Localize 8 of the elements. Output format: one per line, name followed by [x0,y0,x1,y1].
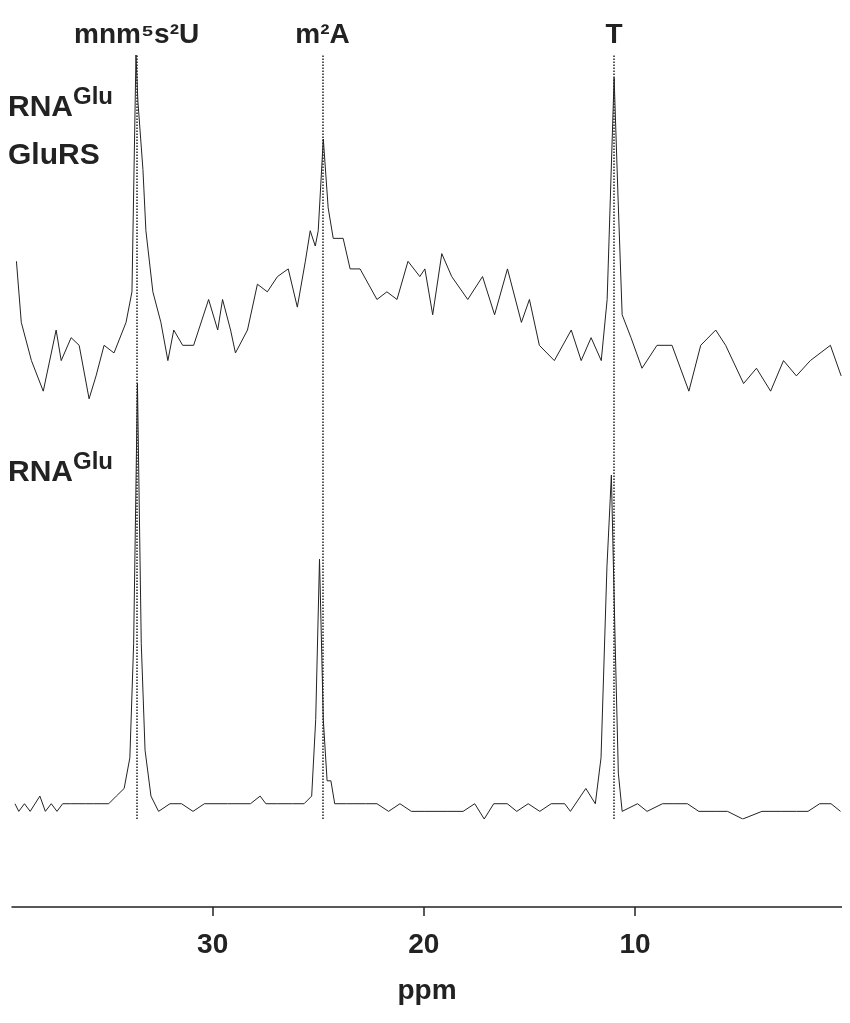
x-tick-label: 20 [408,927,440,959]
x-tick-label: 10 [619,927,651,959]
x-axis-title: ppm [397,973,457,1005]
ref-line-label: T [605,17,623,49]
ref-line-label: mnm⁵s²U [74,17,200,49]
x-tick-label: 30 [197,927,229,959]
annotation: GluRS [8,136,100,170]
ref-line-label: m²A [295,17,350,49]
